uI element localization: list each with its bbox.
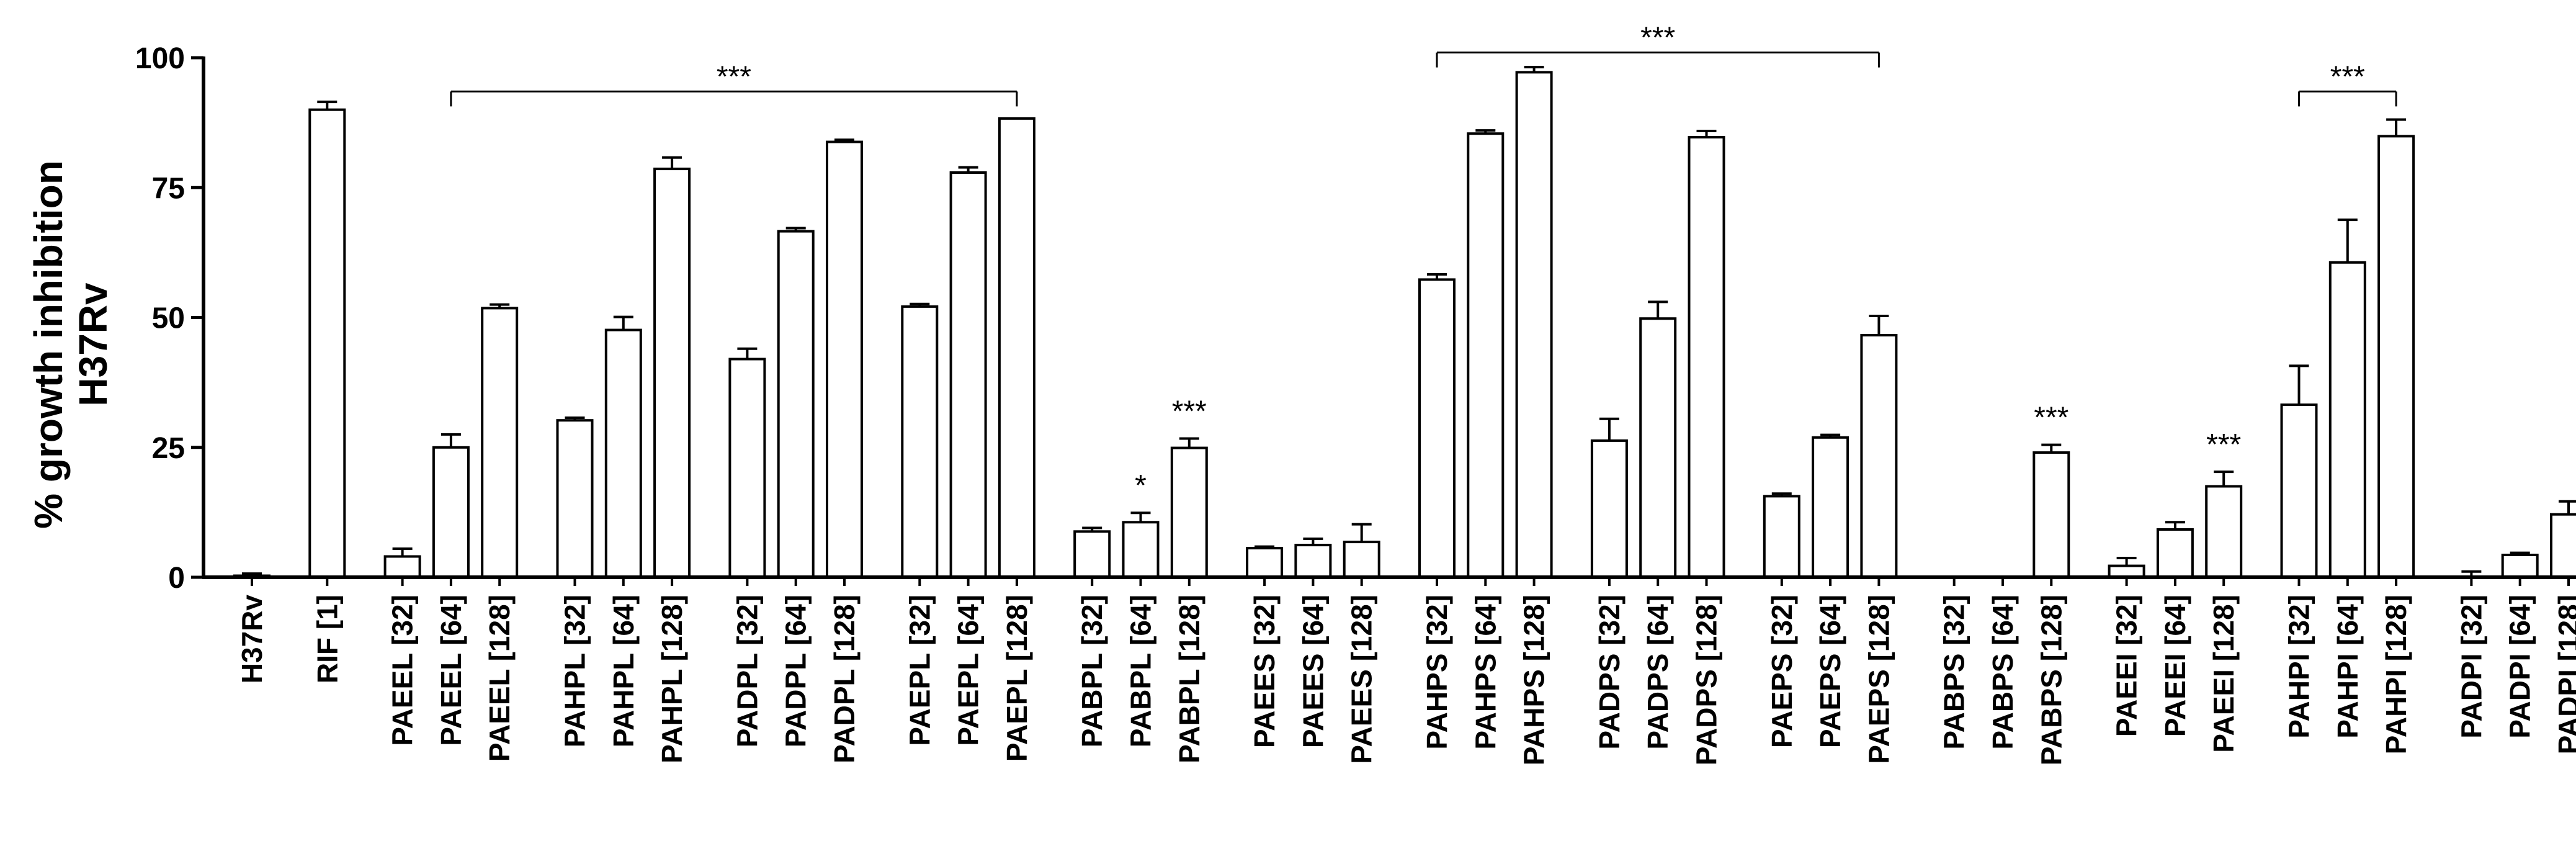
bar-padpl-32 [728, 358, 766, 579]
y-axis-title-line-2: H37Rv [71, 282, 115, 407]
bar-pabpl-128 [1170, 446, 1208, 579]
bar-paeps-128 [1860, 334, 1898, 579]
x-tick-label: PABPL [32] [1076, 595, 1108, 747]
significance-label: *** [2034, 402, 2068, 435]
bar-padps-64 [1639, 317, 1677, 579]
x-tick-label: H37Rv [236, 595, 268, 684]
x-tick-label: PAEEL [128] [483, 595, 516, 762]
bar-paeel-32 [383, 555, 421, 579]
x-tick-label: PAEPS [128] [1863, 595, 1895, 764]
x-tick-label: PAEPS [64] [1814, 595, 1846, 748]
x-tick-label: PAHPL [64] [607, 595, 640, 747]
bar-pahps-32 [1418, 278, 1456, 579]
y-tick-label: 100 [135, 42, 185, 75]
bar-padpl-64 [777, 230, 815, 579]
bar-pabps-128 [2033, 451, 2070, 579]
significance-label: * [1135, 469, 1147, 502]
x-tick-label: PAHPI [64] [2332, 595, 2364, 739]
bar-paepl-64 [949, 171, 987, 579]
y-tick-label: 0 [168, 562, 185, 595]
y-axis-title-line-1: % growth inhibition [26, 160, 71, 529]
bar-paepl-32 [901, 305, 939, 579]
x-tick-label: PAEEL [64] [435, 595, 467, 746]
x-tick-label: PADPL [64] [780, 595, 812, 747]
bar-paees-32 [1246, 547, 1284, 579]
x-tick-label: PAEEL [32] [387, 595, 419, 746]
bar-padps-32 [1590, 439, 1628, 579]
x-tick-label: PAHPS [32] [1421, 595, 1453, 750]
bar-paeei-128 [2205, 485, 2243, 579]
x-tick-label: PADPS [128] [1691, 595, 1723, 765]
bar-pabpl-64 [1122, 521, 1160, 579]
significance-label: *** [2330, 60, 2365, 93]
x-tick-label: PAHPI [32] [2283, 595, 2315, 739]
x-tick-label: RIF [1] [311, 595, 343, 683]
bar-pahpi-128 [2377, 135, 2415, 579]
bar-paees-64 [1294, 544, 1332, 579]
x-tick-label: PAEES [64] [1297, 595, 1329, 748]
x-tick-label: PAEEI [128] [2207, 595, 2240, 753]
x-tick-label: PAHPL [128] [656, 595, 688, 763]
bar-pahps-128 [1515, 71, 1553, 579]
bar-paeps-64 [1812, 436, 1849, 579]
x-tick-label: PABPL [128] [1173, 595, 1205, 763]
x-tick-label: PAEPL [32] [903, 595, 936, 746]
significance-label: *** [717, 60, 751, 93]
bar-rif-1 [308, 108, 346, 579]
x-tick-label: PAEES [128] [1346, 595, 1378, 764]
bar-padps-128 [1688, 136, 1725, 579]
bar-pahps-64 [1467, 132, 1505, 579]
x-tick-label: PAEEI [32] [2111, 595, 2143, 737]
x-tick-label: PABPS [128] [2035, 595, 2067, 765]
x-tick-label: PADPI [128] [2552, 595, 2576, 754]
x-tick-label: PAEPL [128] [1001, 595, 1033, 762]
x-tick-label: PADPI [64] [2504, 595, 2536, 739]
bar-pahpl-32 [556, 419, 594, 579]
bar-paeps-32 [1763, 495, 1800, 579]
bar-pahpl-128 [653, 168, 691, 579]
x-tick-label: PADPS [32] [1593, 595, 1626, 750]
bar-padpi-128 [2550, 513, 2576, 579]
x-tick-label: PADPL [32] [731, 595, 763, 747]
bar-padpl-128 [826, 140, 863, 579]
x-tick-label: PAHPI [128] [2380, 595, 2412, 754]
x-tick-label: PABPS [32] [1938, 595, 1970, 750]
x-tick-label: PAEEI [64] [2159, 595, 2191, 737]
significance-label: *** [1172, 395, 1207, 428]
significance-label: *** [2206, 428, 2241, 461]
y-tick-label: 25 [152, 432, 185, 465]
bar-pahpi-64 [2328, 261, 2366, 579]
bar-paepl-128 [998, 117, 1035, 579]
x-tick-label: PAHPS [128] [1518, 595, 1550, 765]
bar-padpi-64 [2501, 554, 2539, 579]
significance-label: *** [1640, 22, 1675, 55]
x-tick-label: PABPS [64] [1987, 595, 2019, 750]
bar-paeel-128 [481, 307, 519, 579]
x-tick-label: PABPL [64] [1125, 595, 1157, 747]
x-tick-label: PAEPS [32] [1766, 595, 1798, 748]
bar-paees-128 [1343, 541, 1380, 579]
bar-pahpl-64 [604, 328, 642, 579]
y-tick-label: 50 [152, 302, 185, 335]
x-tick-label: PADPS [64] [1642, 595, 1674, 750]
bar-pabpl-32 [1073, 530, 1111, 579]
bar-paeel-64 [432, 446, 470, 579]
bar-pahpi-32 [2280, 403, 2318, 579]
bar-paeei-64 [2156, 528, 2194, 579]
x-tick-label: PAEES [32] [1248, 595, 1281, 748]
x-tick-label: PADPL [128] [828, 595, 861, 763]
x-tick-label: PADPI [32] [2455, 595, 2487, 739]
x-tick-label: PAEPL [64] [952, 595, 985, 746]
x-tick-label: PAHPL [32] [559, 595, 591, 747]
x-tick-label: PAHPS [64] [1469, 595, 1501, 750]
y-tick-label: 75 [152, 172, 185, 205]
